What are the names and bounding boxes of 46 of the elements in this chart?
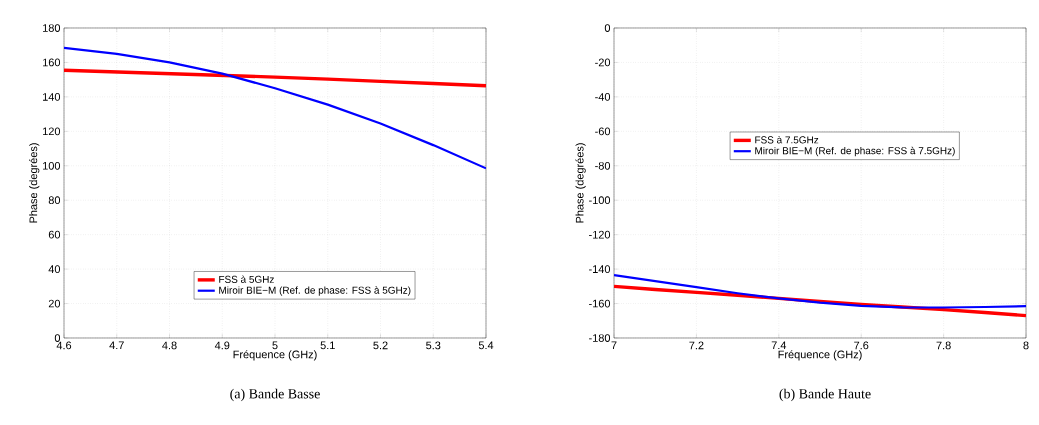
x-tick-label: 5.3 — [426, 341, 441, 350]
y-tick-label: 120 — [43, 127, 61, 136]
legend-label: FSS à 5GHz — [219, 275, 274, 283]
y-tick-label: 100 — [43, 161, 61, 170]
x-axis-title: Fréquence (GHz) — [778, 350, 862, 361]
x-tick-label: 4.9 — [214, 341, 230, 350]
y-tick-label: 180 — [43, 24, 61, 32]
y-tick-label: -60 — [595, 127, 611, 136]
x-tick-label: 5.2 — [373, 341, 388, 350]
legend-label: FSS à 7.5GHz — [755, 135, 819, 144]
text: (a) Bande Basse — [230, 388, 320, 402]
x-tick-label: 4.7 — [109, 341, 124, 350]
y-tick-label: -100 — [589, 196, 611, 205]
y-tick-label: -160 — [589, 299, 611, 308]
x-tick-label: 7 — [611, 341, 617, 350]
y-tick-label: -40 — [595, 93, 611, 101]
y-tick-label: -140 — [589, 265, 611, 273]
x-tick-label: 7.2 — [689, 341, 704, 350]
y-tick-label: -80 — [595, 161, 611, 170]
y-tick-label: 40 — [48, 265, 61, 273]
y-tick-label: -180 — [589, 334, 611, 342]
x-tick-label: 4.8 — [162, 341, 177, 350]
y-axis-title: Phase (degrées) — [575, 143, 586, 223]
y-tick-label: -20 — [595, 58, 611, 67]
y-axis-title: Phase (degrées) — [29, 143, 40, 223]
y-tick-label: 20 — [48, 299, 61, 308]
legend-label: Miroir BIE−M (Ref. de phase: FSS à 7.5GHz) — [755, 146, 955, 157]
y-tick-label: 80 — [48, 196, 61, 205]
x-tick-label: 4.6 — [56, 341, 72, 350]
y-tick-label: 0 — [54, 334, 61, 342]
y-tick-label: 0 — [604, 24, 611, 32]
x-tick-label: 7.6 — [854, 341, 869, 350]
y-tick-label: 160 — [43, 58, 61, 67]
y-tick-label: -120 — [589, 230, 611, 239]
x-tick-label: 8 — [1023, 341, 1029, 350]
text: (b) Bande Haute — [779, 388, 871, 402]
x-axis-title: Fréquence (GHz) — [233, 350, 317, 361]
x-tick-label: 5 — [272, 341, 278, 350]
y-tick-label: 60 — [48, 230, 61, 239]
y-tick-label: 140 — [43, 93, 61, 101]
x-tick-label: 7.4 — [771, 341, 787, 350]
x-tick-label: 7.8 — [936, 341, 951, 350]
x-tick-label: 5.4 — [478, 341, 494, 350]
legend-label: Miroir BIE−M (Ref. de phase: FSS à 5GHz) — [219, 286, 411, 296]
line-series — [64, 46, 486, 170]
x-tick-label: 5.1 — [320, 341, 335, 350]
